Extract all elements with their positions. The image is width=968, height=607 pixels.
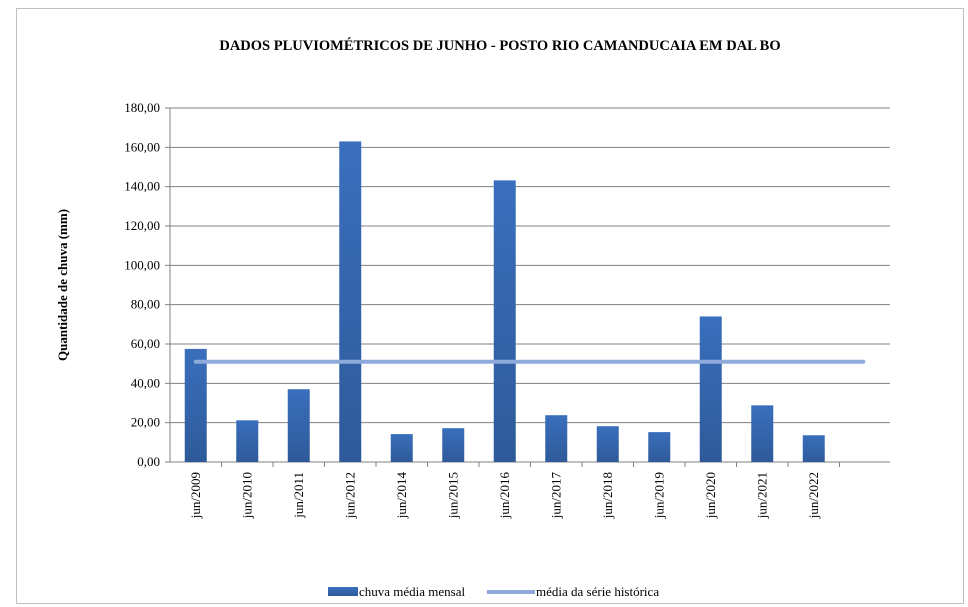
- x-tick-label: jun/2021: [754, 472, 769, 519]
- x-tick-label: jun/2019: [651, 472, 666, 519]
- legend-swatch-bar: [328, 587, 358, 596]
- bar: [545, 415, 568, 462]
- x-tick-label: jun/2010: [239, 472, 254, 519]
- gridlines: [165, 107, 890, 463]
- x-tick-label: jun/2018: [600, 472, 615, 519]
- x-tick-label: jun/2022: [806, 472, 821, 519]
- x-tick-label: jun/2015: [445, 472, 460, 519]
- bar: [802, 435, 825, 462]
- bar: [184, 348, 207, 462]
- y-axis-ticks: 0,00 20,00 40,00 60,00 80,00 100,00 120,00 140,…: [124, 100, 160, 469]
- x-tick-label: jun/2012: [342, 472, 357, 519]
- bar: [493, 180, 516, 462]
- legend: chuva média mensal média da série históri…: [328, 584, 659, 599]
- x-tick-label: jun/2016: [497, 472, 512, 520]
- bar: [751, 405, 774, 462]
- chart-frame: [16, 8, 964, 604]
- legend-label-bar: chuva média mensal: [359, 584, 466, 599]
- y-tick-label: 160,00: [124, 139, 160, 154]
- x-tick-label: jun/2011: [291, 472, 306, 519]
- legend-label-line: média da série histórica: [536, 584, 659, 599]
- bar: [236, 420, 259, 462]
- bar: [390, 434, 413, 462]
- x-tick-label: jun/2017: [548, 472, 563, 520]
- bar: [442, 428, 465, 462]
- y-axis-label: Quantidade de chuva (mm): [55, 209, 70, 361]
- y-tick-label: 80,00: [131, 297, 160, 312]
- bar: [287, 389, 310, 462]
- bar: [648, 432, 671, 462]
- x-tick-label: jun/2014: [394, 472, 409, 520]
- chart-title: DADOS PLUVIOMÉTRICOS DE JUNHO - POSTO RI…: [219, 37, 780, 54]
- x-tick-label: jun/2020: [703, 472, 718, 519]
- bar: [339, 141, 362, 462]
- bars: [184, 141, 825, 462]
- bar: [596, 426, 619, 462]
- y-tick-label: 0,00: [137, 454, 160, 469]
- bar: [699, 316, 722, 462]
- y-tick-label: 120,00: [124, 218, 160, 233]
- y-tick-label: 140,00: [124, 179, 160, 194]
- x-tick-label: jun/2009: [188, 472, 203, 519]
- y-tick-label: 40,00: [131, 375, 160, 390]
- x-axis-ticks: jun/2009 jun/2010 jun/2011 jun/2012 jun/2014…: [188, 462, 840, 519]
- y-tick-label: 180,00: [124, 100, 160, 115]
- y-tick-label: 100,00: [124, 257, 160, 272]
- y-tick-label: 60,00: [131, 336, 160, 351]
- y-tick-label: 20,00: [131, 415, 160, 430]
